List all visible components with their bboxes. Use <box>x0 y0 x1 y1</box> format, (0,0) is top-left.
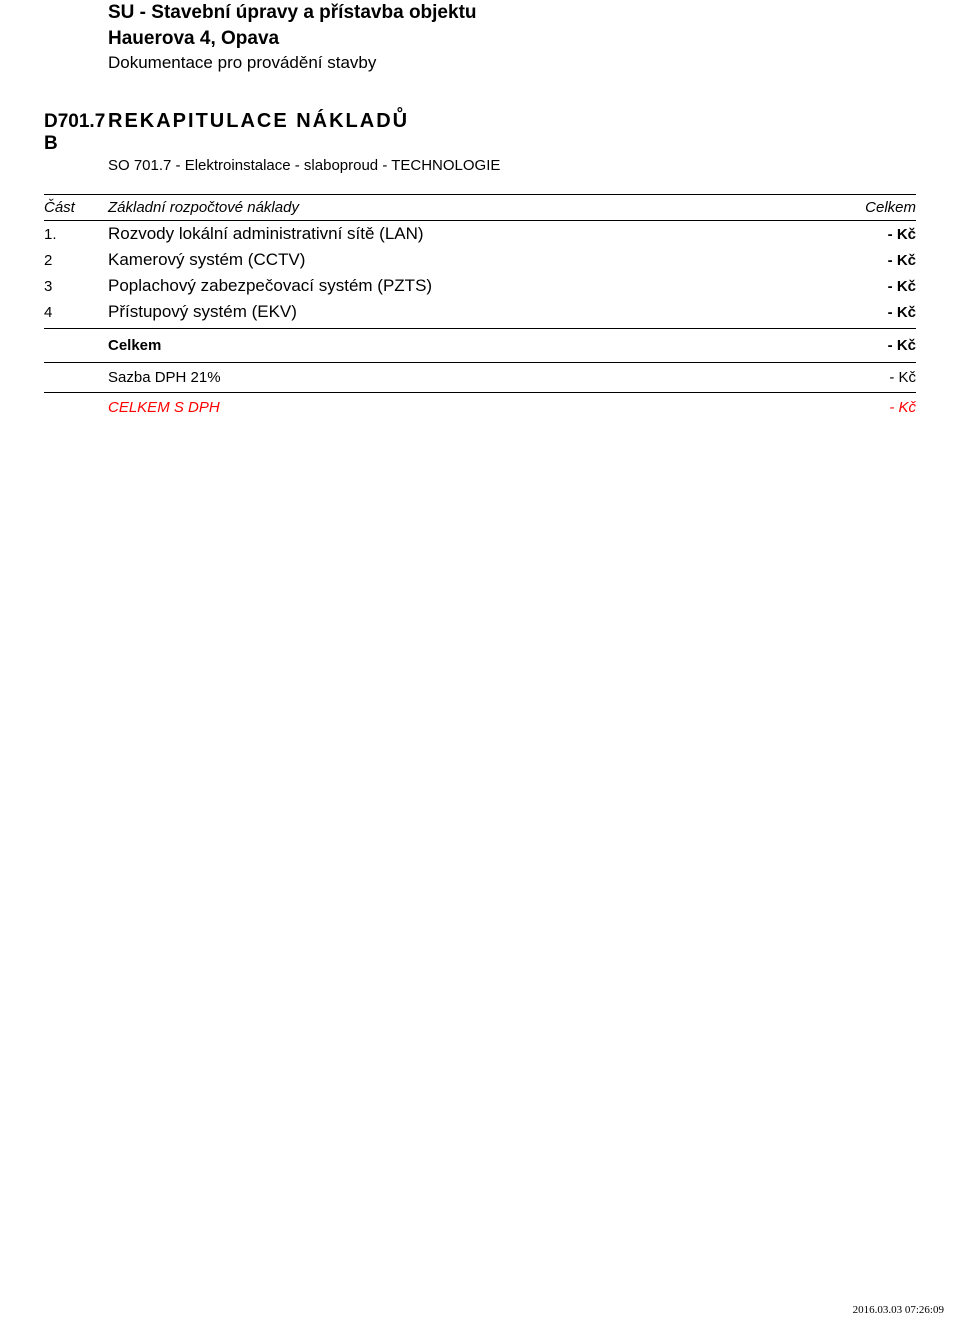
document-header: SU - Stavební úpravy a přístavba objektu… <box>108 0 916 76</box>
table-header-row: Část Základní rozpočtové náklady Celkem <box>44 194 916 221</box>
subtotal-value: - Kč <box>832 337 916 354</box>
grand-total-row: CELKEM S DPH - Kč <box>44 393 916 422</box>
cell-n: 2 <box>44 252 108 269</box>
cell-desc: Rozvody lokální administrativní sítě (LA… <box>108 224 832 244</box>
table-row: 1. Rozvody lokální administrativní sítě … <box>44 221 916 247</box>
cell-total: - Kč <box>832 252 916 269</box>
col-header-part: Část <box>44 199 108 216</box>
cell-total: - Kč <box>832 278 916 295</box>
subtotal-row: Celkem - Kč <box>44 329 916 363</box>
cell-n: 1. <box>44 226 108 243</box>
table-row: 3 Poplachový zabezpečovací systém (PZTS)… <box>44 273 916 299</box>
section-heading-row: D701.7 B REKAPITULACE NÁKLADŮ <box>44 110 916 155</box>
cell-n: 4 <box>44 304 108 321</box>
section-code: D701.7 B <box>44 111 108 155</box>
tax-value: - Kč <box>832 369 916 386</box>
col-header-total: Celkem <box>832 199 916 216</box>
table-row: 2 Kamerový systém (CCTV) - Kč <box>44 247 916 273</box>
section-title: REKAPITULACE NÁKLADŮ <box>108 110 409 133</box>
footer-timestamp: 2016.03.03 07:26:09 <box>853 1304 944 1316</box>
table-row: 4 Přístupový systém (EKV) - Kč <box>44 299 916 329</box>
cell-total: - Kč <box>832 226 916 243</box>
tax-label: Sazba DPH 21% <box>108 369 832 386</box>
col-header-desc: Základní rozpočtové náklady <box>108 199 832 216</box>
grand-total-value: - Kč <box>832 399 916 416</box>
project-title: SU - Stavební úpravy a přístavba objektu <box>108 0 916 26</box>
cell-total: - Kč <box>832 304 916 321</box>
section-so: SO 701.7 - Elektroinstalace - slaboproud… <box>108 157 916 174</box>
cell-desc: Přístupový systém (EKV) <box>108 302 832 322</box>
cell-n: 3 <box>44 278 108 295</box>
subtotal-label: Celkem <box>108 337 832 354</box>
cell-desc: Poplachový zabezpečovací systém (PZTS) <box>108 276 832 296</box>
cost-table: Část Základní rozpočtové náklady Celkem … <box>44 194 916 422</box>
page: SU - Stavební úpravy a přístavba objektu… <box>0 0 960 1324</box>
document-type: Dokumentace pro provádění stavby <box>108 51 916 76</box>
project-subtitle: Hauerova 4, Opava <box>108 26 916 52</box>
tax-row: Sazba DPH 21% - Kč <box>44 363 916 393</box>
cell-desc: Kamerový systém (CCTV) <box>108 250 832 270</box>
grand-total-label: CELKEM S DPH <box>108 399 832 416</box>
